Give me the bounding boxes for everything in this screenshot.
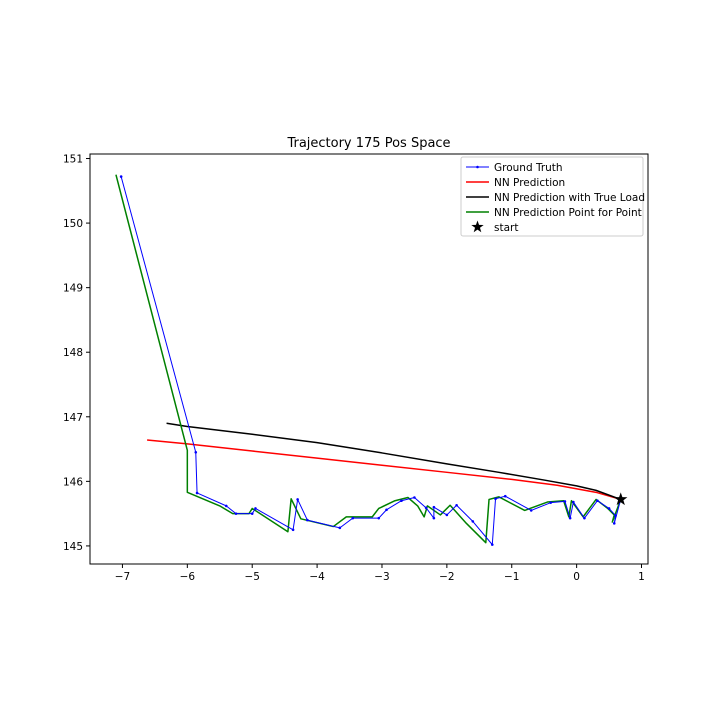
series-point-ground-truth	[568, 516, 572, 520]
series-point-ground-truth	[250, 512, 254, 515]
start-marker-layer	[614, 492, 628, 506]
series-point-ground-truth	[583, 516, 586, 520]
series-point-ground-truth	[338, 526, 342, 530]
y-tick-label: 146	[63, 476, 83, 488]
series-point-ground-truth	[194, 450, 198, 454]
series-point-ground-truth	[455, 503, 458, 507]
series-point-ground-truth	[490, 543, 494, 546]
series-point-ground-truth	[424, 506, 428, 510]
series-point-ground-truth	[400, 499, 403, 503]
x-tick-label: −4	[309, 571, 325, 583]
series-point-ground-truth	[413, 496, 416, 499]
x-tick-label: −3	[374, 571, 389, 583]
series-point-ground-truth	[195, 491, 199, 495]
series-point-ground-truth	[494, 497, 497, 501]
x-tick-label: −5	[244, 571, 259, 583]
series-point-ground-truth	[432, 516, 436, 520]
legend-label: Ground Truth	[494, 162, 563, 174]
series-line-nn-prediction	[147, 439, 621, 501]
series-point-ground-truth	[549, 501, 552, 504]
x-tick-label: −7	[115, 571, 130, 583]
series-point-ground-truth	[572, 500, 575, 504]
series-point-ground-truth	[296, 498, 299, 501]
legend: Ground Truth NN Prediction NN Prediction w…	[460, 156, 645, 237]
series-point-ground-truth	[234, 512, 238, 515]
series-point-ground-truth	[614, 514, 617, 517]
y-tick-label: 149	[63, 283, 83, 295]
x-tick-label: 1	[638, 571, 645, 583]
series-point-ground-truth	[563, 500, 567, 503]
series-layer	[115, 174, 623, 546]
series-line-nn-prediction-with-true-load	[166, 422, 622, 501]
legend-swatch-dot	[476, 165, 479, 169]
legend-label: NN Prediction	[494, 177, 565, 189]
series-point-ground-truth	[445, 513, 449, 517]
series-point-ground-truth	[385, 508, 388, 512]
series-point-ground-truth	[119, 175, 123, 178]
y-tick-label: 148	[63, 347, 83, 359]
legend-label: start	[494, 222, 518, 234]
series-point-ground-truth	[503, 494, 507, 498]
legend-star-icon	[471, 220, 484, 233]
y-axis: 145 146 147 148 149 150 151	[63, 154, 90, 553]
y-tick-label: 151	[63, 154, 83, 166]
series-point-ground-truth	[432, 505, 436, 509]
series-point-ground-truth	[254, 507, 257, 510]
chart-title: Trajectory 175 Pos Space	[286, 136, 450, 151]
start-star-icon	[614, 492, 628, 506]
series-point-ground-truth	[306, 518, 309, 522]
series-point-ground-truth	[529, 509, 533, 512]
x-axis: −7 −6 −5 −4 −3 −2 −1 0 1	[115, 564, 645, 583]
series-point-ground-truth	[596, 499, 599, 503]
series-point-ground-truth	[351, 516, 355, 520]
series-point-ground-truth	[612, 522, 616, 525]
series-point-ground-truth	[607, 507, 611, 510]
x-tick-label: −1	[504, 571, 519, 583]
legend-label: NN Prediction Point for Point	[494, 207, 642, 219]
y-tick-label: 145	[63, 541, 83, 553]
series-point-ground-truth	[224, 504, 228, 508]
x-tick-label: −2	[439, 571, 454, 583]
series-point-ground-truth	[377, 516, 381, 520]
legend-label: NN Prediction with True Load	[494, 192, 645, 204]
x-tick-label: 0	[573, 571, 580, 583]
y-tick-label: 147	[63, 412, 83, 424]
series-point-ground-truth	[471, 520, 475, 523]
legend-box	[460, 156, 644, 237]
plot-frame	[89, 153, 649, 565]
x-tick-label: −6	[180, 571, 196, 583]
series-point-ground-truth	[291, 528, 295, 532]
y-tick-label: 150	[63, 218, 83, 230]
